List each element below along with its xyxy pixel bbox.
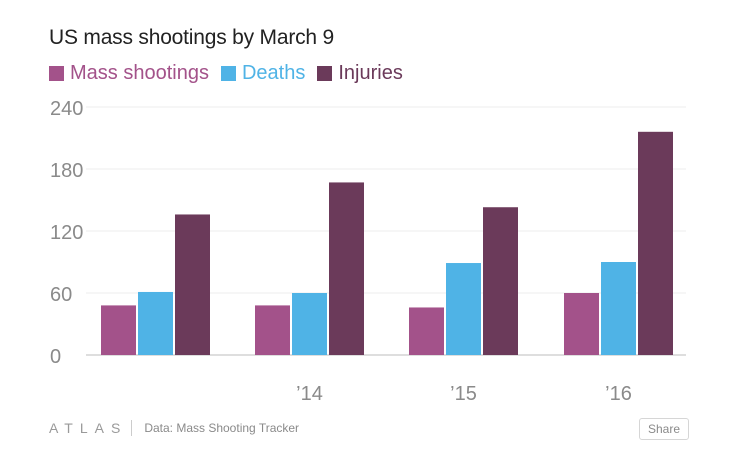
bar-deaths [138,291,173,355]
bar-deaths [446,263,481,355]
legend-label-deaths: Deaths [241,62,306,84]
bar-injuries [175,214,210,355]
bar-deaths [292,293,327,355]
x-tick-label: ’16 [605,383,632,405]
bar-injuries [329,182,364,355]
legend: Mass shootings Deaths Injuries [49,62,403,85]
y-tick-label: 60 [50,284,72,306]
y-tick-label: 0 [50,346,61,368]
bar-deaths [601,262,636,355]
atlas-logo[interactable]: ATLAS [49,420,128,436]
bar-mass-shootings [564,293,599,355]
legend-item-deaths[interactable]: Deaths [220,62,306,85]
bar-mass-shootings [409,307,444,355]
bar-mass-shootings [101,305,136,355]
legend-label-mass-shootings: Mass shootings [70,62,209,84]
legend-swatch-injuries [317,66,333,81]
legend-swatch-deaths [220,66,236,81]
chart-title: US mass shootings by March 9 [49,26,335,49]
footer: ATLAS Data: Mass Shooting Tracker [49,420,299,436]
x-tick-label: ’14 [296,383,323,405]
y-tick-label: 180 [50,160,83,182]
bar-injuries [638,131,673,355]
data-source: Data: Mass Shooting Tracker [144,421,300,435]
legend-swatch-mass-shootings [49,66,64,81]
y-tick-label: 240 [50,98,83,120]
share-button[interactable]: Share [638,418,689,440]
bar-injuries [483,207,518,355]
legend-item-injuries[interactable]: Injuries [317,62,403,85]
bar-mass-shootings [255,305,290,355]
bar-chart: 0 60 120 180 240 ’14 ’15 ’16 [50,98,686,405]
x-tick-label: ’15 [450,383,477,405]
legend-label-injuries: Injuries [338,62,403,84]
footer-divider [131,420,133,436]
legend-item-mass-shootings[interactable]: Mass shootings [49,62,209,85]
y-tick-label: 120 [50,222,83,244]
